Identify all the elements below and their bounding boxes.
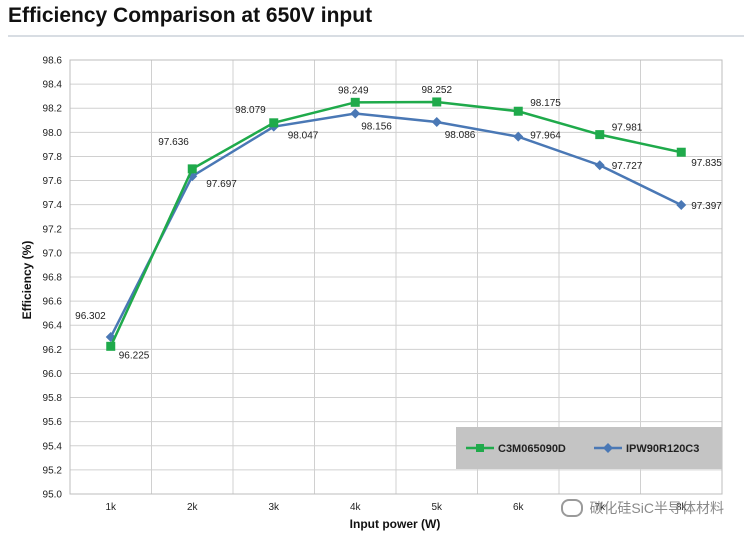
x-tick-label: 6k [513, 502, 525, 513]
x-tick-label: 1k [105, 502, 117, 513]
legend-marker-diamond [603, 443, 613, 453]
data-point-square [432, 97, 442, 107]
data-label: 97.397 [691, 201, 722, 212]
watermark-text: 碳化硅SiC半导体材料 [589, 500, 724, 516]
series-group [105, 97, 687, 351]
legend-box [456, 427, 722, 469]
data-point-diamond [594, 160, 605, 171]
plot-border [69, 59, 723, 495]
data-label: 97.636 [158, 137, 189, 148]
data-label: 98.156 [361, 122, 392, 133]
y-tick-label: 97.4 [43, 200, 63, 211]
legend-label: C3M065090D [498, 443, 566, 455]
y-tick-label: 96.0 [43, 369, 63, 380]
data-labels: 96.225 97.636 98.079 98.249 98.252 98.175 97.9… [75, 85, 722, 361]
y-tick-label: 97.6 [43, 176, 63, 187]
y-tick-label: 96.6 [43, 297, 63, 308]
x-axis-title: Input power (W) [350, 517, 441, 531]
page-title: Efficiency Comparison at 650V input [8, 4, 373, 27]
data-point-square [595, 130, 605, 140]
y-tick-label: 95.2 [43, 465, 63, 476]
wechat-icon [561, 499, 584, 517]
y-tick-label: 96.4 [43, 321, 63, 332]
legend-marker-square [476, 444, 484, 452]
data-label: 98.086 [445, 130, 476, 141]
data-point-diamond [431, 116, 442, 127]
data-point-square [513, 106, 523, 116]
x-tick-label: 7k [594, 502, 606, 513]
data-label: 97.981 [612, 123, 643, 134]
x-tick-label: 2k [187, 502, 199, 513]
y-tick-label: 98.4 [43, 80, 63, 91]
data-point-diamond [676, 200, 687, 211]
series-line [109, 112, 682, 338]
y-tick-label: 96.2 [43, 345, 63, 356]
data-label: 98.079 [235, 105, 266, 116]
data-point-square [350, 97, 360, 107]
y-tick-label: 97.2 [43, 224, 63, 235]
data-label: 96.225 [119, 350, 150, 361]
x-tick-label: 5k [431, 502, 443, 513]
data-point-square [269, 118, 279, 128]
x-tick-label: 3k [268, 502, 280, 513]
y-axis-title: Efficiency (%) [20, 241, 34, 320]
data-label: 96.302 [75, 311, 106, 322]
data-point-square [106, 341, 116, 351]
watermark: 碳化硅SiC半导体材料 [561, 498, 724, 518]
y-tick-label: 98.0 [43, 128, 63, 139]
x-tick-labels: 1k 2k 3k 4k 5k 6k 7k 8k [105, 502, 687, 513]
y-tick-label: 95.8 [43, 393, 63, 404]
data-label: 97.835 [691, 158, 722, 169]
y-tick-labels: 95.0 95.2 95.4 95.6 95.8 96.0 96.2 96.4 96.6 96.8… [43, 56, 63, 501]
data-label: 98.252 [421, 85, 452, 96]
title-divider [8, 35, 744, 37]
series-line [109, 100, 682, 347]
y-tick-label: 98.6 [43, 56, 63, 67]
data-label: 98.047 [288, 131, 319, 142]
data-label: 98.175 [530, 98, 561, 109]
x-tick-label: 4k [350, 502, 362, 513]
data-label: 97.964 [530, 131, 561, 142]
y-tick-label: 95.6 [43, 417, 63, 428]
x-tick-label: 8k [676, 502, 688, 513]
y-tick-label: 97.8 [43, 152, 63, 163]
y-tick-label: 95.4 [43, 441, 63, 452]
legend-label: IPW90R120C3 [626, 443, 699, 455]
grid [69, 59, 723, 495]
data-label: 97.727 [612, 161, 643, 172]
data-point-diamond [513, 131, 524, 142]
y-tick-label: 95.0 [43, 490, 63, 501]
data-point-square [187, 164, 197, 174]
y-tick-label: 98.2 [43, 104, 63, 115]
y-tick-label: 96.8 [43, 273, 63, 284]
y-tick-label: 97.0 [43, 248, 63, 259]
legend: C3M065090D IPW90R120C3 [456, 427, 722, 469]
data-label: 97.697 [206, 179, 237, 190]
data-label: 98.249 [338, 85, 369, 96]
data-point-diamond [350, 108, 361, 119]
data-point-square [676, 147, 686, 157]
